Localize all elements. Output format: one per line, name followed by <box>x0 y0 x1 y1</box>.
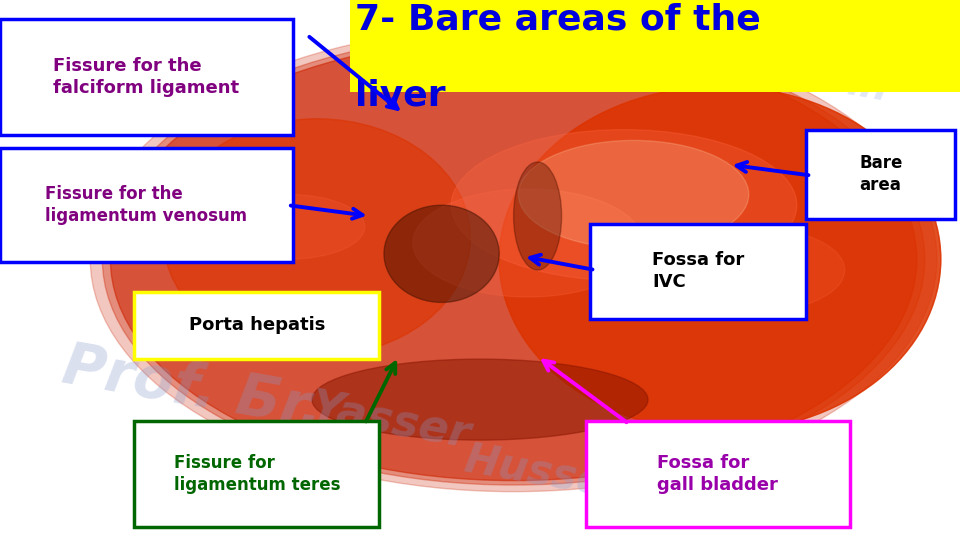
Text: Ρrof. Бr.: Ρrof. Бr. <box>58 338 326 440</box>
Ellipse shape <box>653 227 845 313</box>
Text: 7- Bare areas of the: 7- Bare areas of the <box>355 3 761 37</box>
FancyBboxPatch shape <box>0 19 293 135</box>
Ellipse shape <box>499 86 941 432</box>
Text: liver: liver <box>355 78 445 112</box>
Text: Fossa for
gall bladder: Fossa for gall bladder <box>658 454 778 494</box>
Ellipse shape <box>103 33 924 485</box>
Ellipse shape <box>90 26 937 491</box>
Text: in: in <box>845 64 892 109</box>
Ellipse shape <box>211 194 365 259</box>
Ellipse shape <box>499 86 941 432</box>
FancyBboxPatch shape <box>134 421 379 526</box>
Ellipse shape <box>518 140 749 248</box>
Text: Porta hepatis: Porta hepatis <box>188 316 325 334</box>
FancyBboxPatch shape <box>806 130 955 219</box>
FancyBboxPatch shape <box>590 224 806 319</box>
Text: Fissure for
ligamentum teres: Fissure for ligamentum teres <box>174 454 340 494</box>
Ellipse shape <box>384 205 499 302</box>
Ellipse shape <box>163 119 470 356</box>
Text: Bare
area: Bare area <box>859 154 902 194</box>
Text: Fissure for the
falciform ligament: Fissure for the falciform ligament <box>54 57 239 97</box>
Ellipse shape <box>110 38 917 481</box>
FancyBboxPatch shape <box>586 421 850 526</box>
Text: Yasser: Yasser <box>307 386 474 456</box>
FancyBboxPatch shape <box>0 148 293 262</box>
Text: Fissure for the
ligamentum venosum: Fissure for the ligamentum venosum <box>45 185 248 225</box>
Ellipse shape <box>451 130 797 281</box>
Ellipse shape <box>514 162 562 270</box>
Text: Hussein: Hussein <box>461 438 652 512</box>
FancyBboxPatch shape <box>134 292 379 359</box>
Text: Fossa for
IVC: Fossa for IVC <box>652 251 745 292</box>
Ellipse shape <box>312 359 648 440</box>
FancyBboxPatch shape <box>350 0 960 92</box>
Ellipse shape <box>413 189 643 297</box>
